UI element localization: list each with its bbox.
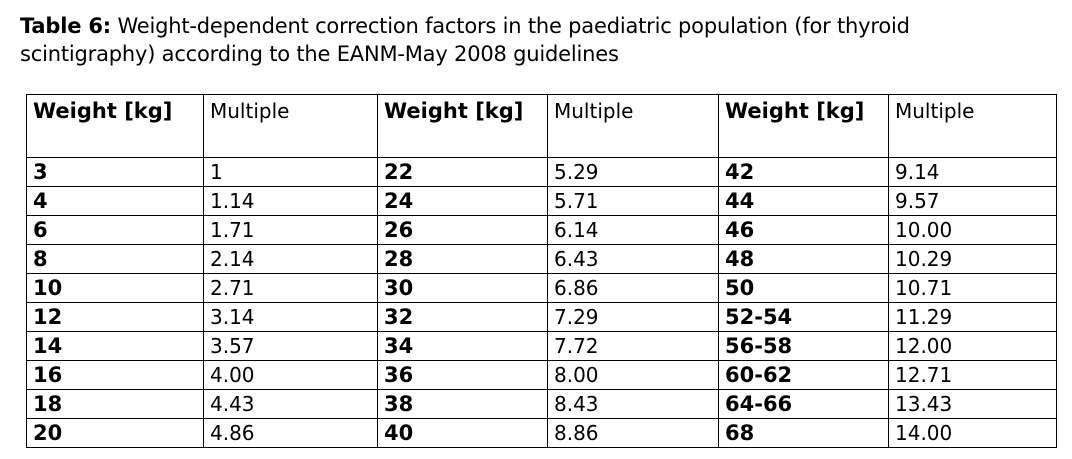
multiple-cell: 8.00	[547, 360, 719, 390]
table-caption: Table 6: Weight-dependent correction fac…	[20, 12, 1020, 68]
multiple-cell: 14.00	[888, 418, 1057, 448]
weight-cell: 68	[718, 418, 889, 448]
multiple-cell: 5.29	[547, 157, 719, 187]
multiple-cell: 11.29	[888, 302, 1057, 332]
multiple-cell: 2.14	[203, 244, 378, 274]
correction-factor-table: Weight [kg] Multiple Weight [kg] Multipl…	[26, 94, 1057, 448]
multiple-cell: 5.71	[547, 186, 719, 216]
weight-cell: 36	[377, 360, 548, 390]
weight-cell: 8	[26, 244, 204, 274]
caption-text: Weight-dependent correction factors in t…	[20, 14, 910, 66]
weight-cell: 42	[718, 157, 889, 187]
multiple-cell: 12.71	[888, 360, 1057, 390]
multiple-cell: 10.00	[888, 215, 1057, 245]
table-row: 16 4.00 36 8.00 60-62 12.71	[26, 360, 1057, 390]
weight-cell: 60-62	[718, 360, 889, 390]
weight-cell: 4	[26, 186, 204, 216]
multiple-cell: 6.43	[547, 244, 719, 274]
weight-cell: 50	[718, 273, 889, 303]
weight-cell: 32	[377, 302, 548, 332]
weight-cell: 52-54	[718, 302, 889, 332]
weight-cell: 38	[377, 389, 548, 419]
multiple-cell: 12.00	[888, 331, 1057, 361]
multiple-cell: 8.86	[547, 418, 719, 448]
weight-cell: 28	[377, 244, 548, 274]
weight-cell: 6	[26, 215, 204, 245]
weight-cell: 56-58	[718, 331, 889, 361]
multiple-cell: 3.57	[203, 331, 378, 361]
table-row: 8 2.14 28 6.43 48 10.29	[26, 244, 1057, 274]
weight-cell: 18	[26, 389, 204, 419]
multiple-cell: 7.72	[547, 331, 719, 361]
table-row: 4 1.14 24 5.71 44 9.57	[26, 186, 1057, 216]
weight-cell: 64-66	[718, 389, 889, 419]
multiple-cell: 10.71	[888, 273, 1057, 303]
weight-cell: 46	[718, 215, 889, 245]
weight-cell: 34	[377, 331, 548, 361]
weight-cell: 16	[26, 360, 204, 390]
weight-cell: 10	[26, 273, 204, 303]
weight-cell: 30	[377, 273, 548, 303]
header-multiple-3: Multiple	[888, 94, 1057, 158]
table-row: 12 3.14 32 7.29 52-54 11.29	[26, 302, 1057, 332]
header-weight-2: Weight [kg]	[377, 94, 548, 158]
multiple-cell: 4.86	[203, 418, 378, 448]
weight-cell: 24	[377, 186, 548, 216]
multiple-cell: 1	[203, 157, 378, 187]
multiple-cell: 7.29	[547, 302, 719, 332]
multiple-cell: 6.86	[547, 273, 719, 303]
header-multiple-2: Multiple	[547, 94, 719, 158]
table-row: 18 4.43 38 8.43 64-66 13.43	[26, 389, 1057, 419]
table-body: 3 1 22 5.29 42 9.14 4 1.14 24 5.71 44 9.57 6 1.71 26 6.…	[26, 157, 1057, 448]
weight-cell: 22	[377, 157, 548, 187]
multiple-cell: 10.29	[888, 244, 1057, 274]
multiple-cell: 9.57	[888, 186, 1057, 216]
table-row: 20 4.86 40 8.86 68 14.00	[26, 418, 1057, 448]
multiple-cell: 13.43	[888, 389, 1057, 419]
caption-label: Table 6:	[20, 14, 111, 38]
weight-cell: 12	[26, 302, 204, 332]
header-weight-1: Weight [kg]	[26, 94, 204, 158]
table-row: 14 3.57 34 7.72 56-58 12.00	[26, 331, 1057, 361]
table-row: 10 2.71 30 6.86 50 10.71	[26, 273, 1057, 303]
weight-cell: 44	[718, 186, 889, 216]
weight-cell: 14	[26, 331, 204, 361]
multiple-cell: 9.14	[888, 157, 1057, 187]
table-row: 6 1.71 26 6.14 46 10.00	[26, 215, 1057, 245]
weight-cell: 3	[26, 157, 204, 187]
header-multiple-1: Multiple	[203, 94, 378, 158]
multiple-cell: 4.43	[203, 389, 378, 419]
multiple-cell: 1.71	[203, 215, 378, 245]
multiple-cell: 4.00	[203, 360, 378, 390]
table-row: 3 1 22 5.29 42 9.14	[26, 157, 1057, 187]
weight-cell: 40	[377, 418, 548, 448]
weight-cell: 48	[718, 244, 889, 274]
multiple-cell: 6.14	[547, 215, 719, 245]
header-row: Weight [kg] Multiple Weight [kg] Multipl…	[26, 94, 1057, 158]
multiple-cell: 2.71	[203, 273, 378, 303]
multiple-cell: 3.14	[203, 302, 378, 332]
weight-cell: 20	[26, 418, 204, 448]
weight-cell: 26	[377, 215, 548, 245]
multiple-cell: 1.14	[203, 186, 378, 216]
multiple-cell: 8.43	[547, 389, 719, 419]
header-weight-3: Weight [kg]	[718, 94, 889, 158]
